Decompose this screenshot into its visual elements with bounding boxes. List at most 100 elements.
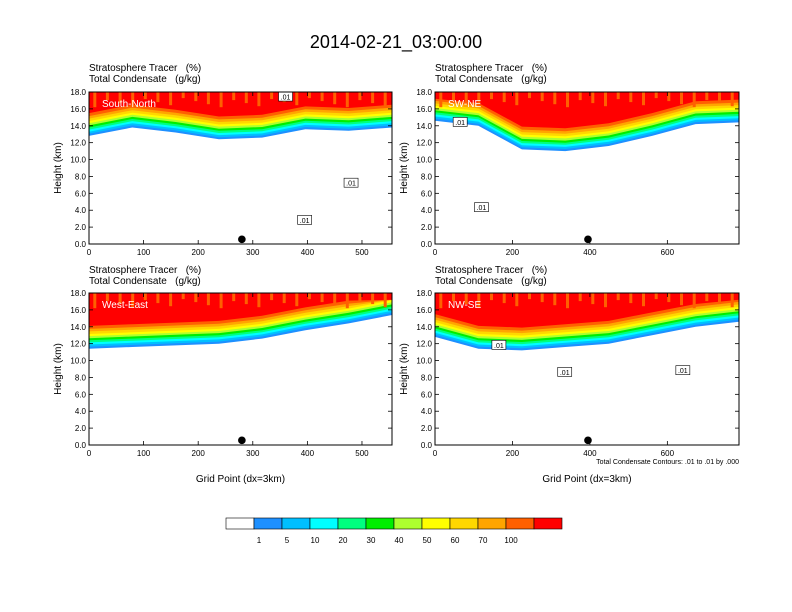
contour-note: Total Condensate Contours: .01 to .01 by… bbox=[596, 459, 739, 466]
contour-label-box bbox=[452, 117, 468, 127]
tracer-spike bbox=[680, 92, 683, 105]
tracer-band bbox=[435, 92, 739, 129]
colorbar-label: 20 bbox=[339, 536, 348, 545]
location-marker bbox=[584, 436, 592, 445]
tracer-spike bbox=[591, 293, 595, 305]
x-axis-title: Grid Point (dx=3km) bbox=[542, 474, 631, 485]
panel-header-1: Stratosphere Tracer (%) Total Condensate … bbox=[89, 63, 201, 85]
tracer-spike bbox=[680, 293, 683, 306]
tracer-spike bbox=[578, 293, 582, 302]
tracer-spike bbox=[629, 293, 633, 304]
tracer-spike bbox=[502, 92, 506, 103]
region-label: West-East bbox=[102, 300, 148, 311]
tracer-label: Stratosphere Tracer (%) bbox=[89, 265, 202, 276]
colorbar-swatch bbox=[477, 517, 507, 530]
tracer-spike bbox=[232, 293, 236, 302]
tracer-spike bbox=[169, 92, 173, 106]
x-tick-label: 0 bbox=[433, 248, 438, 257]
contour-label: .01 bbox=[494, 343, 504, 350]
tracer-spike bbox=[93, 92, 97, 108]
tracer-spike bbox=[553, 92, 557, 105]
contour-label-box bbox=[557, 367, 573, 377]
tracer-spike bbox=[270, 92, 274, 100]
panel-2: .01 .01 SW-NE 0.0 2.0 4.0 6.0 8.0 10.0 12.0 14.0 16… bbox=[399, 88, 740, 257]
colorbar-swatch bbox=[533, 517, 563, 530]
contour-label: .01 bbox=[346, 181, 356, 188]
tracer-field bbox=[89, 92, 392, 140]
plot-frame bbox=[434, 91, 740, 245]
tracer-spike bbox=[464, 293, 468, 305]
panel-3: West-East 0.0 2.0 4.0 6.0 8.0 10.0 12.0 14.0 16.0… bbox=[53, 289, 393, 485]
tracer-field bbox=[435, 92, 739, 152]
tracer-spike bbox=[345, 293, 349, 309]
x-tick-label: 400 bbox=[583, 449, 597, 458]
y-tick-label: 16.0 bbox=[416, 105, 432, 114]
tracer-spike bbox=[667, 293, 671, 303]
tracer-spike bbox=[718, 293, 721, 305]
tracer-spike bbox=[730, 92, 734, 107]
colorbar-swatch bbox=[281, 517, 311, 530]
tracer-spike bbox=[642, 293, 645, 307]
tracer-spike bbox=[143, 92, 147, 100]
x-tick-label: 200 bbox=[506, 449, 520, 458]
tracer-spike bbox=[654, 92, 658, 99]
x-tick-label: 400 bbox=[301, 248, 315, 257]
y-tick-label: 4.0 bbox=[75, 407, 87, 416]
y-tick-label: 16.0 bbox=[416, 306, 432, 315]
contour-label: .01 bbox=[300, 218, 310, 225]
colorbar-swatch bbox=[309, 517, 339, 530]
tracer-spike bbox=[169, 293, 173, 307]
location-marker bbox=[238, 235, 246, 244]
y-tick-label: 18.0 bbox=[70, 88, 86, 97]
tracer-spike bbox=[206, 92, 210, 105]
tracer-spike bbox=[654, 293, 658, 300]
region-label: NW-SE bbox=[448, 300, 481, 311]
colorbar-swatch bbox=[225, 517, 255, 530]
tracer-spike bbox=[232, 92, 236, 101]
colorbar-label: 100 bbox=[504, 536, 518, 545]
y-tick-label: 10.0 bbox=[70, 357, 86, 366]
tracer-field bbox=[89, 293, 392, 349]
tracer-spike bbox=[194, 92, 198, 102]
tracer-spike bbox=[553, 293, 557, 306]
colorbar-swatch bbox=[449, 517, 479, 530]
tracer-spike bbox=[307, 293, 311, 300]
x-tick-label: 200 bbox=[192, 449, 206, 458]
y-tick-label: 8.0 bbox=[75, 172, 87, 181]
tracer-spike bbox=[439, 293, 443, 309]
y-tick-label: 2.0 bbox=[75, 424, 87, 433]
tracer-spike bbox=[578, 92, 582, 101]
colorbar-swatch bbox=[505, 517, 535, 530]
x-tick-label: 0 bbox=[87, 248, 92, 257]
tracer-spike bbox=[490, 92, 493, 100]
tracer-spike bbox=[333, 92, 337, 105]
tracer-spike bbox=[477, 92, 481, 107]
y-tick-label: 0.0 bbox=[421, 441, 433, 450]
colorbar-swatch bbox=[393, 517, 423, 530]
tracer-spike bbox=[528, 92, 531, 99]
x-tick-label: 200 bbox=[192, 248, 206, 257]
y-tick-label: 6.0 bbox=[421, 189, 433, 198]
tracer-spike bbox=[295, 293, 299, 307]
location-marker bbox=[584, 235, 592, 244]
contour-label-box bbox=[675, 365, 691, 375]
tracer-spike bbox=[718, 92, 721, 104]
tracer-spike bbox=[257, 92, 261, 107]
tracer-spike bbox=[452, 92, 455, 101]
x-tick-label: 100 bbox=[137, 449, 151, 458]
tracer-spike bbox=[156, 92, 160, 103]
colorbar-swatch bbox=[253, 517, 283, 530]
tracer-spike bbox=[502, 293, 506, 304]
tracer-spike bbox=[118, 92, 122, 104]
tracer-spike bbox=[358, 92, 362, 101]
y-tick-label: 8.0 bbox=[421, 373, 433, 382]
y-tick-label: 2.0 bbox=[421, 424, 433, 433]
x-tick-label: 400 bbox=[583, 248, 597, 257]
x-tick-label: 200 bbox=[506, 248, 520, 257]
y-tick-label: 18.0 bbox=[416, 289, 432, 298]
x-tick-label: 400 bbox=[301, 449, 315, 458]
tracer-spike bbox=[156, 293, 160, 304]
y-tick-label: 10.0 bbox=[70, 156, 86, 165]
condensate-label: Total Condensate (g/kg) bbox=[435, 74, 547, 85]
tracer-field bbox=[435, 293, 739, 351]
